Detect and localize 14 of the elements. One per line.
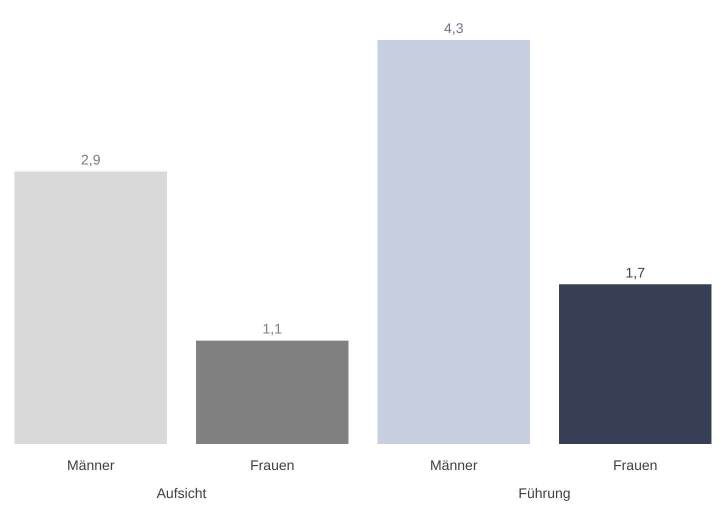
data-label: 4,3	[444, 20, 464, 36]
bar	[378, 40, 530, 444]
bar	[559, 284, 712, 444]
data-label: 1,1	[262, 320, 282, 337]
x-tick-label: Männer	[430, 457, 478, 473]
data-label: 2,9	[81, 152, 101, 168]
x-tick-label: Frauen	[613, 457, 658, 473]
bar	[196, 340, 348, 444]
text: Aufsicht	[156, 485, 207, 501]
bar	[14, 172, 167, 444]
text: Führung	[518, 485, 571, 501]
x-tick-label: Männer	[67, 457, 115, 473]
x-tick-label: Frauen	[250, 457, 294, 473]
data-label: 1,7	[626, 264, 646, 280]
